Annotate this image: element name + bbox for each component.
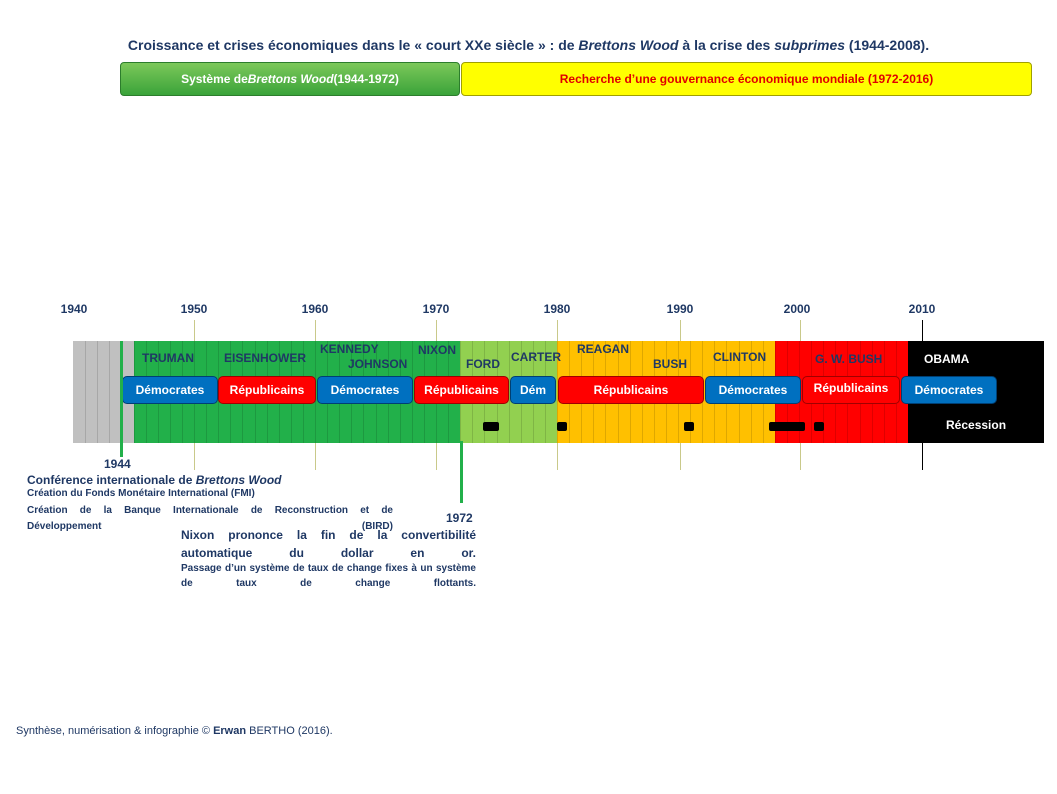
- year-stripe: [508, 341, 510, 443]
- recession-bar: [768, 422, 806, 431]
- party-badge-gw-bush: Républicains: [802, 376, 900, 404]
- event-line-floating-rates: Passage d’un système de taux de change f…: [181, 563, 476, 589]
- party-badge-nixon: Républicains: [414, 376, 509, 404]
- year-stripe: [97, 341, 99, 443]
- decade-tick: [194, 443, 195, 470]
- decade-tick: [922, 320, 923, 341]
- recession-bar: [483, 422, 499, 431]
- page-title: Croissance et crises économiques dans le…: [127, 37, 930, 53]
- president-kennedy: KENNEDY: [320, 342, 379, 356]
- president-truman: TRUMAN: [142, 351, 194, 365]
- decade-tick: [680, 320, 681, 341]
- party-badge-truman: Démocrates: [122, 376, 218, 404]
- year-label-2000: 2000: [783, 302, 811, 316]
- year-label-2010: 2010: [908, 302, 936, 316]
- party-badge-carter: Dém: [510, 376, 556, 404]
- year-label-1980: 1980: [543, 302, 571, 316]
- event-year-1944: 1944: [104, 457, 131, 471]
- party-badge-kennedy-johnson: Démocrates: [317, 376, 413, 404]
- president-eisenhower: EISENHOWER: [224, 351, 307, 365]
- president-gw-bush: G. W. BUSH: [815, 352, 883, 366]
- recession-legend-label: Récession: [946, 418, 1007, 432]
- president-bush: BUSH: [653, 357, 688, 371]
- president-carter: CARTER: [511, 350, 561, 364]
- president-obama: OBAMA: [924, 352, 970, 366]
- president-nixon: NIXON: [418, 343, 457, 357]
- decade-tick: [680, 443, 681, 470]
- decade-tick: [557, 443, 558, 470]
- party-badge-eisenhower: Républicains: [218, 376, 316, 404]
- decade-tick: [436, 443, 437, 470]
- event-line-fmi: Création du Fonds Monétaire Internationa…: [27, 488, 255, 499]
- president-ford: FORD: [466, 357, 500, 371]
- period-bretton-woods: Système de Brettons Wood (1944-1972): [120, 62, 460, 96]
- year-label-1990: 1990: [666, 302, 694, 316]
- year-label-1960: 1960: [301, 302, 329, 316]
- year-stripe: [557, 341, 558, 443]
- recession-bar: [684, 422, 695, 431]
- recession-bar: [813, 422, 824, 431]
- year-label-1970: 1970: [422, 302, 450, 316]
- event-title-1972: Nixon prononce la fin de la convertibili…: [181, 528, 476, 560]
- decade-tick: [557, 320, 558, 341]
- president-clinton: CLINTON: [713, 350, 767, 364]
- decade-tick: [800, 320, 801, 341]
- year-label-1940: 1940: [60, 302, 88, 316]
- party-badge-obama: Démocrates: [901, 376, 997, 404]
- year-stripe: [109, 341, 111, 443]
- event-marker-1972: [460, 441, 463, 503]
- decade-tick: [436, 320, 437, 341]
- party-badge-clinton: Démocrates: [705, 376, 801, 404]
- decade-tick: [800, 443, 801, 470]
- president-johnson: JOHNSON: [348, 357, 408, 371]
- president-reagan: REAGAN: [577, 342, 630, 356]
- event-year-1972: 1972: [446, 511, 473, 525]
- decade-tick: [922, 443, 923, 470]
- decade-tick: [194, 320, 195, 341]
- decade-tick: [315, 443, 316, 470]
- event-line-bird: Création de la Banque Internationale de …: [27, 505, 393, 532]
- party-badge-reagan-bush: Républicains: [558, 376, 704, 404]
- year-stripe: [85, 341, 87, 443]
- recession-bar: [557, 422, 567, 431]
- decade-tick: [315, 320, 316, 341]
- event-marker-1944: [120, 341, 123, 457]
- year-label-1950: 1950: [180, 302, 208, 316]
- event-title-1944: Conférence internationale de Brettons Wo…: [27, 473, 282, 487]
- credit-line: Synthèse, numérisation & infographie © E…: [16, 725, 333, 737]
- period-governance: Recherche d’une gouvernance économique m…: [461, 62, 1032, 96]
